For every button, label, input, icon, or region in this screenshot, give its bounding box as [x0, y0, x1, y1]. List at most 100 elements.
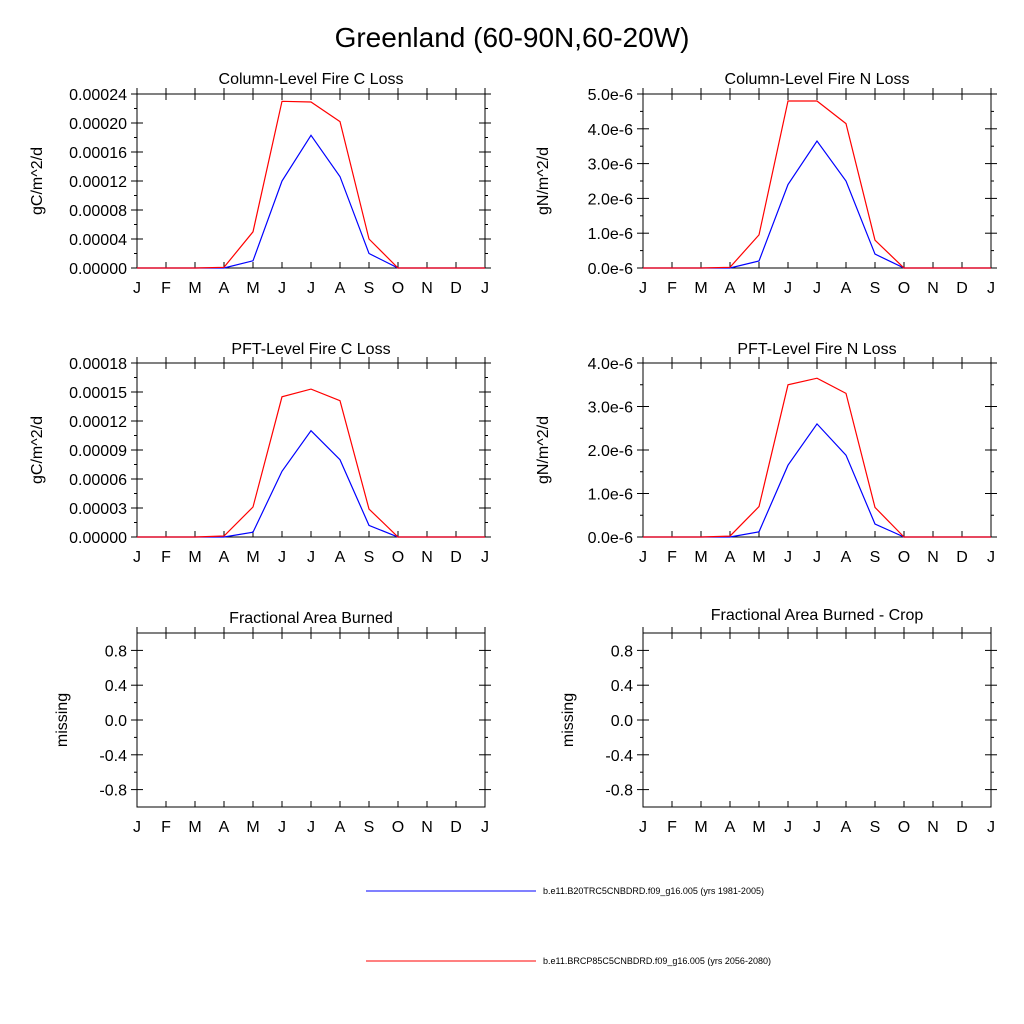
x-tick-label: D: [956, 549, 968, 566]
x-tick-label: J: [133, 280, 141, 297]
legend-label: b.e11.B20TRC5CNBDRD.f09_g16.005 (yrs 198…: [543, 886, 764, 896]
series-line-1: [643, 422, 991, 538]
x-tick-label: S: [870, 549, 881, 566]
chart-title: Column-Level Fire C Loss: [219, 71, 404, 88]
y-tick-label: 0.00020: [69, 116, 127, 133]
x-tick-label: F: [161, 280, 171, 297]
x-tick-label: J: [639, 280, 647, 297]
y-tick-label: 0.00012: [69, 174, 127, 191]
y-tick-label: 0.00000: [69, 261, 127, 278]
x-tick-label: A: [841, 280, 852, 297]
x-tick-label: A: [219, 280, 230, 297]
x-tick-label: A: [841, 819, 852, 836]
chart-title: Column-Level Fire N Loss: [725, 71, 910, 88]
x-tick-label: M: [752, 549, 765, 566]
x-tick-label: M: [694, 280, 707, 297]
y-tick-label: 3.0e-6: [588, 157, 633, 174]
series-line-1: [137, 134, 485, 269]
series-line-1: [643, 139, 991, 269]
x-tick-label: J: [481, 280, 489, 297]
x-tick-label: J: [278, 280, 286, 297]
x-tick-label: J: [133, 549, 141, 566]
y-tick-label: 0.4: [611, 678, 633, 695]
x-tick-label: N: [421, 280, 433, 297]
x-tick-label: D: [450, 819, 462, 836]
y-tick-label: 0.00012: [69, 414, 127, 431]
x-tick-label: S: [364, 280, 375, 297]
x-tick-label: J: [813, 549, 821, 566]
x-tick-label: A: [725, 280, 736, 297]
y-tick-label: 1.0e-6: [588, 226, 633, 243]
plot-frame: [642, 632, 992, 808]
x-tick-label: J: [307, 819, 315, 836]
x-tick-label: J: [987, 819, 995, 836]
y-tick-label: 0.00003: [69, 501, 127, 518]
x-tick-label: N: [927, 280, 939, 297]
x-tick-label: O: [392, 549, 404, 566]
plot-frame: [136, 93, 486, 269]
y-tick-label: 2.0e-6: [588, 191, 633, 208]
y-axis-label: missing: [560, 693, 577, 747]
series-line-2: [643, 100, 991, 269]
y-tick-label: -0.4: [99, 748, 127, 765]
legend-item-2: b.e11.BRCP85C5CNBDRD.f09_g16.005 (yrs 20…: [366, 956, 771, 966]
x-tick-label: J: [133, 819, 141, 836]
x-tick-label: J: [987, 280, 995, 297]
y-tick-label: 0.0: [105, 713, 127, 730]
y-tick-label: 0.0e-6: [588, 261, 633, 278]
chart-title: PFT-Level Fire C Loss: [231, 341, 390, 358]
x-tick-label: J: [987, 549, 995, 566]
x-tick-label: O: [392, 280, 404, 297]
series-line-2: [137, 100, 485, 269]
x-tick-label: M: [246, 280, 259, 297]
x-tick-label: D: [450, 549, 462, 566]
y-tick-label: 0.00004: [69, 232, 127, 249]
x-tick-label: M: [188, 549, 201, 566]
x-tick-label: D: [450, 280, 462, 297]
x-tick-label: J: [639, 819, 647, 836]
y-tick-label: 0.00015: [69, 385, 127, 402]
x-tick-label: J: [639, 549, 647, 566]
x-tick-label: J: [481, 549, 489, 566]
chart-title: Fractional Area Burned: [229, 610, 393, 627]
x-tick-label: M: [188, 280, 201, 297]
series-line-2: [137, 388, 485, 538]
x-tick-label: A: [725, 549, 736, 566]
y-tick-label: 0.0e-6: [588, 530, 633, 547]
y-tick-label: 4.0e-6: [588, 122, 633, 139]
x-tick-label: A: [219, 819, 230, 836]
y-tick-label: 0.4: [105, 678, 127, 695]
x-tick-label: F: [667, 819, 677, 836]
x-tick-label: J: [307, 549, 315, 566]
x-tick-label: M: [246, 549, 259, 566]
y-tick-label: 0.00008: [69, 203, 127, 220]
x-tick-label: M: [752, 280, 765, 297]
legend-item-1: b.e11.B20TRC5CNBDRD.f09_g16.005 (yrs 198…: [366, 886, 764, 896]
x-tick-label: S: [870, 819, 881, 836]
x-tick-label: J: [813, 819, 821, 836]
x-tick-label: N: [927, 819, 939, 836]
x-tick-label: J: [278, 819, 286, 836]
x-tick-label: N: [421, 819, 433, 836]
y-tick-label: 5.0e-6: [588, 87, 633, 104]
x-tick-label: S: [870, 280, 881, 297]
y-tick-label: 3.0e-6: [588, 400, 633, 417]
y-axis-label: gN/m^2/d: [535, 147, 552, 215]
y-tick-label: 0.8: [105, 643, 127, 660]
y-tick-label: 1.0e-6: [588, 487, 633, 504]
x-tick-label: M: [246, 819, 259, 836]
chart-title: Fractional Area Burned - Crop: [711, 607, 924, 624]
y-tick-label: 0.00018: [69, 356, 127, 373]
plot-frame: [642, 362, 992, 538]
x-tick-label: A: [335, 819, 346, 836]
x-tick-label: D: [956, 280, 968, 297]
x-tick-label: J: [813, 280, 821, 297]
x-tick-label: N: [421, 549, 433, 566]
x-tick-label: O: [392, 819, 404, 836]
y-tick-label: 0.00000: [69, 530, 127, 547]
